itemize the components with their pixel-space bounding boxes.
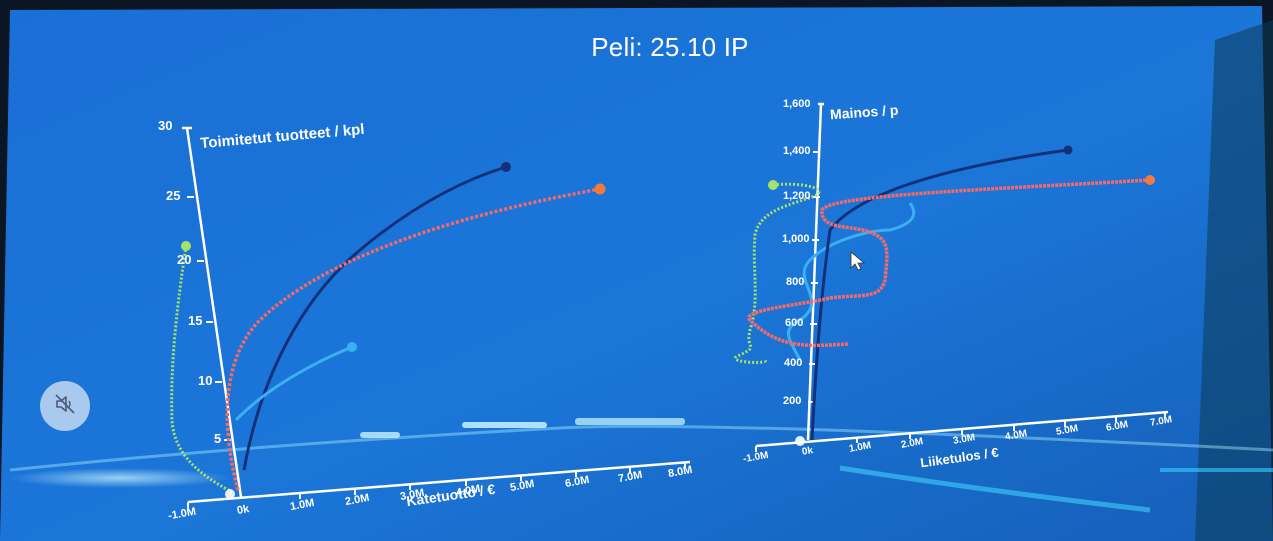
- right-y-tick-label: 600: [785, 317, 804, 329]
- right-y-tick-label: 1,200: [783, 190, 811, 202]
- reflection-glow: [10, 468, 230, 488]
- left-series-line-red: [225, 187, 601, 491]
- left-x-axis: [187, 460, 691, 504]
- left-y-tick-label: 25: [166, 188, 181, 203]
- left-series-line-lightblue: [234, 345, 353, 422]
- left-series-endpoint-red: [594, 183, 606, 195]
- right-y-tick-label: 1,600: [783, 98, 811, 110]
- right-series-line-lightblue: [787, 202, 916, 361]
- left-y-tick-label: 15: [188, 313, 203, 328]
- left-origin-marker: [225, 489, 235, 499]
- right-chart: [734, 102, 1169, 452]
- right-origin-marker: [795, 436, 805, 446]
- right-x-tick-label: 0k: [801, 445, 814, 458]
- right-reflection: [1195, 20, 1273, 541]
- left-chart: [170, 126, 691, 508]
- right-y-tick-label: 200: [783, 395, 802, 407]
- right-y-tick-label: 400: [784, 357, 803, 369]
- right-series-line-green: [734, 182, 821, 364]
- left-series-endpoint-lightblue: [347, 342, 357, 352]
- mouse-cursor-icon: [850, 251, 866, 271]
- left-y-tick-label: 20: [177, 252, 192, 267]
- right-series-line-navy: [810, 148, 1069, 441]
- speaker-muted-icon: [52, 391, 78, 422]
- right-y-tick-label: 1,000: [782, 233, 810, 245]
- reflection-spot: [360, 432, 400, 438]
- left-y-axis: [182, 126, 243, 498]
- left-y-tick-label: 30: [158, 118, 173, 133]
- right-y-tick-label: 1,400: [783, 145, 811, 157]
- reflection-spot: [575, 418, 685, 425]
- left-series-endpoint-green: [181, 241, 191, 251]
- left-series-line-green: [170, 245, 233, 494]
- left-series-endpoint-navy: [501, 162, 511, 172]
- left-x-tick-label: 0k: [236, 503, 251, 517]
- right-y-axis: [806, 102, 824, 441]
- left-y-tick-label: 10: [198, 373, 213, 388]
- right-series-endpoint-navy: [1063, 145, 1073, 155]
- reflection-spot: [462, 422, 547, 428]
- reflection-streak: [839, 465, 1151, 513]
- page-title: Peli: 25.10 IP: [591, 32, 749, 62]
- screen-surface: [0, 6, 1273, 541]
- mute-button[interactable]: [40, 381, 90, 431]
- right-y-tick-label: 800: [786, 276, 805, 288]
- right-series-endpoint-green: [768, 180, 778, 190]
- reflection-streak: [9, 424, 1273, 472]
- right-series-line-red: [747, 178, 1151, 348]
- right-series-endpoint-red: [1145, 175, 1155, 185]
- left-y-tick-label: 5: [214, 431, 222, 446]
